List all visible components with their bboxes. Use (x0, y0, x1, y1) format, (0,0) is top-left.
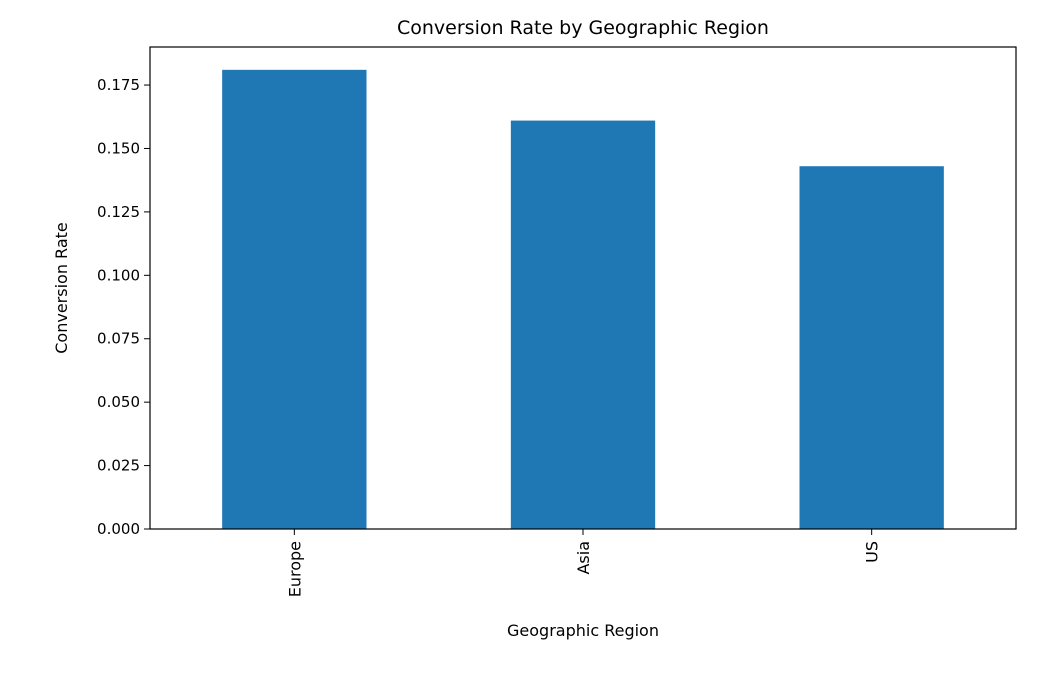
chart-title: Conversion Rate by Geographic Region (397, 17, 769, 39)
y-tick-label: 0.150 (97, 139, 140, 157)
x-axis-label: Geographic Region (507, 621, 659, 640)
y-tick-label: 0.125 (97, 203, 140, 221)
bar-europe (222, 69, 367, 530)
x-tick-label: Asia (574, 541, 593, 575)
x-tick-label: US (863, 541, 882, 563)
bar-asia (510, 120, 656, 529)
x-tick-label: Europe (285, 541, 304, 597)
y-axis-label: Conversion Rate (52, 222, 71, 353)
y-tick-label: 0.050 (97, 393, 140, 411)
y-tick-label: 0.100 (97, 266, 140, 284)
y-tick-label: 0.175 (97, 76, 140, 94)
bar-us (799, 166, 944, 530)
y-tick-label: 0.075 (97, 330, 140, 348)
y-tick-label: 0.000 (97, 520, 140, 538)
y-tick-label: 0.025 (97, 457, 140, 475)
